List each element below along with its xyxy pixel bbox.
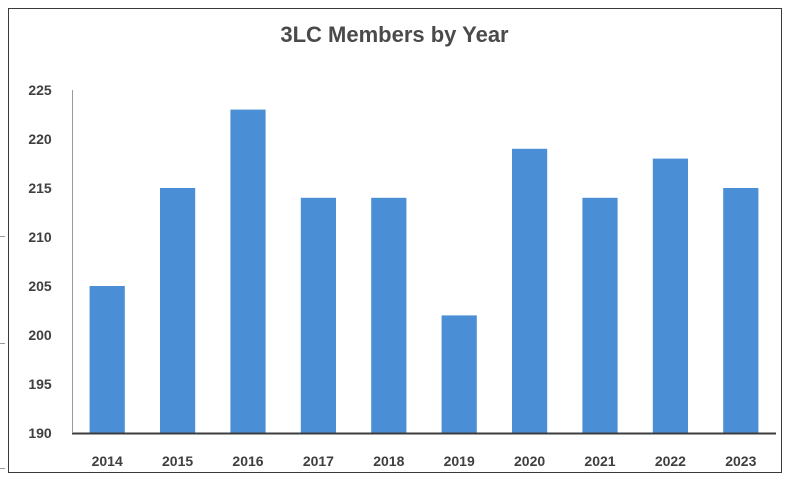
bar xyxy=(230,109,266,433)
y-tick-label: 220 xyxy=(28,131,52,147)
x-axis-tick-labels: 2014 2015 2016 2017 2018 2019 2020 2021 2022 2023 xyxy=(92,453,757,469)
y-tick-label: 190 xyxy=(28,425,52,441)
y-tick-label: 210 xyxy=(28,229,52,245)
bar xyxy=(160,188,196,433)
x-tick-label: 2021 xyxy=(584,453,615,469)
x-tick-label: 2014 xyxy=(92,453,123,469)
x-tick-label: 2020 xyxy=(514,453,545,469)
y-tick-label: 225 xyxy=(28,82,52,98)
x-tick-label: 2022 xyxy=(655,453,686,469)
y-axis-tick-labels: 190 195 200 205 210 215 220 225 xyxy=(28,82,52,441)
bar xyxy=(582,197,618,433)
y-tick-label: 200 xyxy=(28,327,52,343)
bar xyxy=(652,158,688,433)
frame-edge-tick xyxy=(0,236,5,237)
frame-edge-tick xyxy=(0,343,5,344)
chart-title: 3LC Members by Year xyxy=(280,22,509,47)
bar xyxy=(512,148,548,434)
x-tick-label: 2019 xyxy=(444,453,475,469)
bar xyxy=(89,286,125,433)
y-tick-label: 205 xyxy=(28,278,52,294)
bar xyxy=(300,197,336,433)
y-tick-label: 215 xyxy=(28,180,52,196)
bar xyxy=(441,315,477,433)
bar xyxy=(723,188,759,433)
x-tick-label: 2023 xyxy=(725,453,756,469)
x-tick-label: 2015 xyxy=(162,453,193,469)
y-tick-label: 195 xyxy=(28,376,52,392)
x-tick-label: 2018 xyxy=(373,453,404,469)
x-tick-label: 2016 xyxy=(232,453,263,469)
bars xyxy=(89,109,759,434)
bar xyxy=(371,197,407,433)
frame-edge-tick xyxy=(0,468,5,469)
x-tick-label: 2017 xyxy=(303,453,334,469)
